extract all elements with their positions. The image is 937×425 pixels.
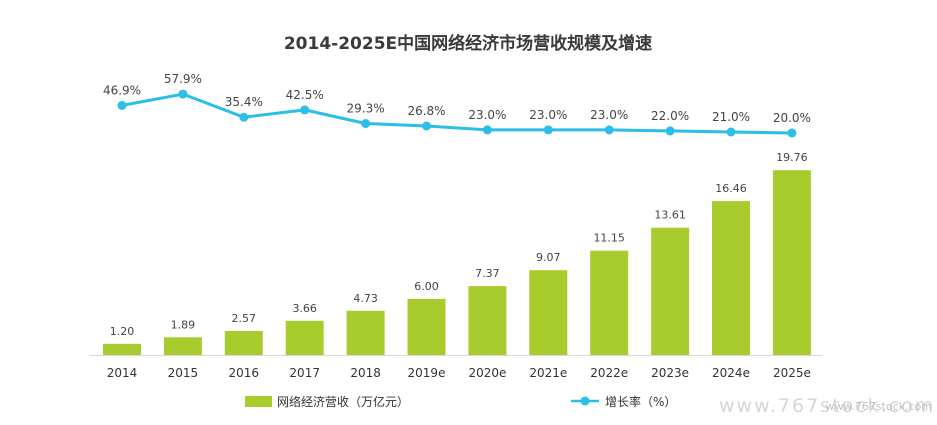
- bar-value-label: 1.89: [171, 318, 196, 331]
- bar: [712, 201, 750, 355]
- x-tick-label: 2022e: [590, 366, 628, 380]
- x-tick-label: 2015: [168, 366, 199, 380]
- line-value-label: 42.5%: [286, 88, 324, 102]
- bar-value-label: 2.57: [232, 312, 257, 325]
- line-value-label: 46.9%: [103, 83, 141, 97]
- line-value-label: 35.4%: [225, 95, 263, 109]
- bar: [651, 227, 690, 355]
- legend-bar-label: 网络经济营收（万亿元）: [277, 394, 409, 409]
- legend-bar-swatch: [245, 396, 272, 407]
- bar-value-label: 19.76: [776, 151, 808, 164]
- bar: [224, 331, 263, 355]
- x-tick-label: 2018: [350, 366, 381, 380]
- line-value-label: 26.8%: [407, 104, 445, 118]
- line-series: 46.9% 57.9% 35.4% 42.5% 29.3% 26.8% 23.0% 23.0%…: [103, 72, 811, 138]
- line-value-label: 23.0%: [468, 108, 506, 122]
- x-tick-label: 2024e: [712, 366, 750, 380]
- bar: [285, 320, 324, 355]
- bar-value-label: 3.66: [292, 302, 317, 315]
- line-point: [239, 112, 249, 122]
- watermark-text: www.767stock.com: [719, 395, 935, 417]
- bar-value-label: 4.73: [353, 292, 378, 305]
- line-value-label: 29.3%: [347, 102, 385, 116]
- line-point: [482, 125, 492, 135]
- bar-series: 1.20 1.89 2.57 3.66 4.73 6.00 7.37 9.07 11.15 13.…: [103, 151, 811, 355]
- bar-value-label: 1.20: [110, 325, 135, 338]
- line-value-label: 22.0%: [651, 109, 689, 123]
- legend-line-marker: [580, 396, 590, 406]
- bar-value-label: 6.00: [414, 280, 439, 293]
- line-point: [604, 125, 614, 135]
- line-point: [665, 126, 675, 136]
- x-tick-label: 2020e: [468, 366, 506, 380]
- chart-title: 2014-2025E中国网络经济市场营收规模及增速: [284, 33, 652, 54]
- bar-value-label: 7.37: [475, 267, 500, 280]
- x-tick-label: 2023e: [651, 366, 689, 380]
- x-tick-label: 2016: [229, 366, 260, 380]
- line-value-label: 23.0%: [590, 108, 628, 122]
- line-value-label: 21.0%: [712, 110, 750, 124]
- legend-line-label: 增长率（%）: [605, 394, 676, 409]
- line-value-label: 20.0%: [773, 111, 811, 125]
- line-value-label: 57.9%: [164, 72, 202, 86]
- bar: [163, 337, 202, 355]
- bar: [468, 286, 507, 355]
- bar-value-label: 9.07: [536, 251, 561, 264]
- line-point: [726, 127, 736, 137]
- line-point: [787, 128, 797, 138]
- line-point: [422, 121, 431, 131]
- line-point: [361, 119, 371, 128]
- bar: [103, 343, 141, 355]
- line-point: [178, 89, 188, 99]
- watermark-small-text: www.767stock.com: [825, 400, 932, 413]
- line-point: [117, 100, 127, 110]
- bar-value-label: 13.61: [654, 209, 686, 222]
- bar: [590, 250, 629, 355]
- x-tick-label: 2017: [289, 366, 320, 380]
- line-point: [543, 125, 553, 135]
- x-tick-label: 2025e: [773, 366, 811, 380]
- x-tick-label: 2019e: [408, 366, 446, 380]
- x-tick-label: 2021e: [529, 366, 567, 380]
- bar: [346, 310, 385, 355]
- bar: [407, 298, 446, 355]
- legend: 网络经济营收（万亿元） 增长率（%）: [245, 394, 676, 409]
- line-value-label: 23.0%: [529, 108, 567, 122]
- bar: [529, 270, 568, 355]
- x-tick-labels: 2014 2015 2016 2017 2018 2019e 2020e 2021e 2022e…: [107, 366, 811, 380]
- growth-line: [121, 92, 792, 135]
- watermark: www.767stock.com www.767stock.com: [719, 395, 935, 417]
- bar-value-label: 11.15: [593, 232, 625, 245]
- line-point: [300, 105, 310, 115]
- bar-value-label: 16.46: [715, 182, 747, 195]
- bar: [772, 170, 811, 355]
- x-tick-label: 2014: [107, 366, 138, 380]
